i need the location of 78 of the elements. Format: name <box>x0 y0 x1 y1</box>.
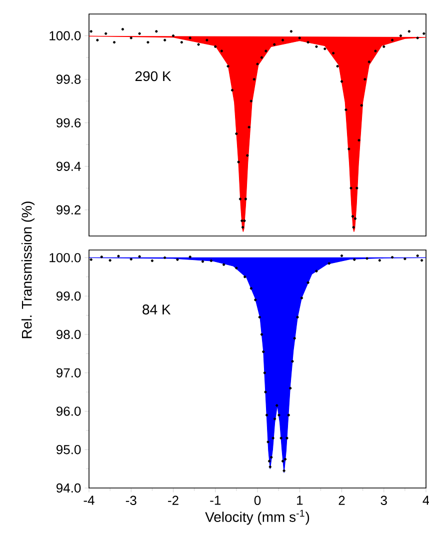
point <box>416 254 419 258</box>
point <box>254 298 257 302</box>
x-tick-label: -2 <box>168 496 178 505</box>
point <box>266 440 270 444</box>
y-tick-label: 99.6 <box>56 118 81 128</box>
point <box>340 254 344 258</box>
point <box>378 259 381 262</box>
y-tick-label: 97.0 <box>56 368 81 378</box>
y-tick-label: 100.0 <box>50 31 81 40</box>
point <box>263 372 266 374</box>
point <box>281 460 284 462</box>
y-tick-label: 94.0 <box>56 483 81 493</box>
point <box>300 296 304 300</box>
point <box>262 350 265 354</box>
y-tick-label: 99.8 <box>56 74 81 84</box>
x-axis-title: Velocity (mm s$^{-1}$) <box>205 510 310 525</box>
y-tick-label: 100.0 <box>50 253 81 262</box>
point <box>210 259 212 262</box>
point <box>188 256 192 258</box>
point <box>391 256 394 259</box>
point <box>287 414 290 416</box>
point <box>315 270 318 272</box>
x-tick-label: 1 <box>297 496 303 505</box>
point <box>258 316 261 318</box>
y-tick-label: 99.0 <box>56 291 81 301</box>
point <box>366 257 368 260</box>
point <box>306 281 310 284</box>
point <box>404 258 406 260</box>
point <box>272 436 274 440</box>
point <box>264 390 267 394</box>
point <box>268 460 271 462</box>
point <box>201 260 204 263</box>
point <box>328 262 330 265</box>
y-tick-label: 96.0 <box>56 406 81 416</box>
point <box>284 458 287 461</box>
point <box>222 263 226 266</box>
annotation: 84 K <box>142 304 171 314</box>
point <box>293 336 296 340</box>
point <box>420 259 424 262</box>
point <box>90 258 92 261</box>
x-tick-label: -1 <box>210 496 221 505</box>
point <box>273 418 276 420</box>
x-tick-label: 3 <box>380 496 387 505</box>
point <box>260 333 264 336</box>
point <box>291 360 294 363</box>
point <box>150 259 154 262</box>
x-tick-label: 4 <box>422 496 429 505</box>
y-axis-title: Rel. Transmission (%) <box>21 202 35 338</box>
y-tick-label: 98.0 <box>56 330 81 340</box>
point <box>268 466 272 468</box>
point <box>164 256 166 259</box>
x-tick-label: 2 <box>338 496 345 505</box>
point <box>130 258 132 261</box>
point <box>235 266 238 270</box>
point <box>353 258 356 261</box>
point <box>117 254 120 258</box>
x-tick-label: 0 <box>254 496 261 505</box>
point <box>138 255 141 258</box>
point <box>278 414 280 416</box>
y-tick-label: 99.4 <box>56 162 81 171</box>
point <box>250 287 252 290</box>
x-tick-label: -4 <box>84 496 94 505</box>
y-tick-label: 95.0 <box>56 445 81 454</box>
y-tick-label: 99.2 <box>56 205 81 214</box>
point <box>270 456 273 459</box>
annotation: 290 K <box>135 71 172 82</box>
point <box>286 436 288 440</box>
point <box>296 316 299 318</box>
point <box>276 404 278 407</box>
point <box>176 258 179 261</box>
point <box>108 259 112 262</box>
x-tick-label: -3 <box>126 496 136 505</box>
point <box>100 256 103 258</box>
point <box>244 276 246 278</box>
point <box>282 469 286 472</box>
point <box>280 436 282 440</box>
point <box>265 414 268 416</box>
point <box>289 386 292 390</box>
